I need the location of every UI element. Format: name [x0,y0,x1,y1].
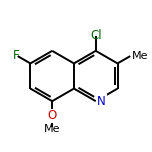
Text: O: O [48,109,57,122]
Text: Me: Me [44,124,60,134]
Text: Cl: Cl [90,29,102,42]
Text: Me: Me [132,51,148,61]
Text: F: F [13,49,20,62]
Text: N: N [97,95,106,108]
